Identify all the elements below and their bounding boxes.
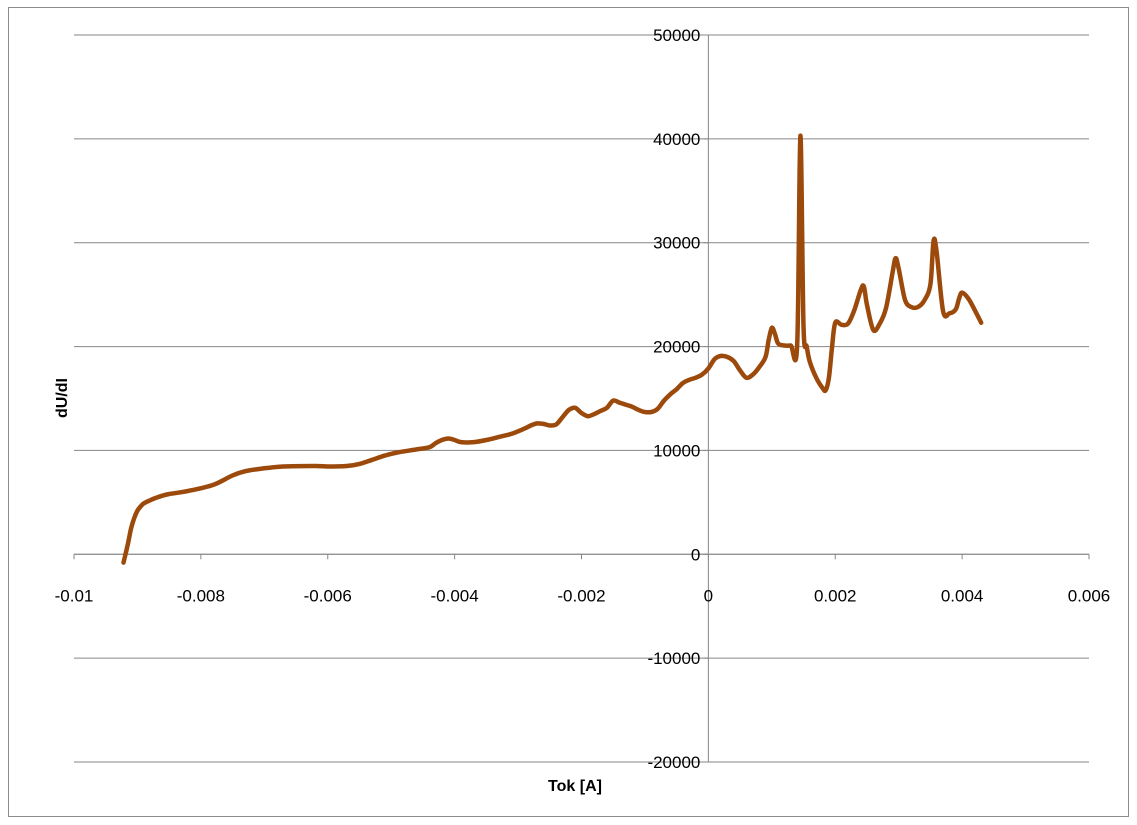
axes [73, 34, 1090, 763]
y-tick-labels: -20000 -10000 0 10000 20000 30000 40000 50000 [647, 26, 700, 772]
x-tick-label: -0.01 [55, 586, 94, 605]
y-tick-label: -20000 [647, 753, 700, 772]
x-tick-label: -0.004 [431, 586, 479, 605]
series-line [121, 133, 984, 565]
x-tick-labels: -0.01 -0.008 -0.006 -0.004 -0.002 0 0.002 0.004… [55, 586, 1111, 605]
x-axis-title: Tok [A] [548, 778, 602, 795]
x-tick-label: 0 [704, 586, 713, 605]
y-tick-label: 20000 [653, 338, 700, 357]
y-axis-title: dU/dI [54, 378, 71, 418]
y-tick-label: 50000 [653, 26, 700, 45]
x-tick-label: 0.004 [941, 586, 984, 605]
y-tick-label: 0 [691, 545, 700, 564]
x-tick-label: 0.006 [1068, 586, 1111, 605]
y-tick-label: -10000 [647, 649, 700, 668]
x-tick-label: -0.008 [177, 586, 225, 605]
x-tick-label: 0.002 [814, 586, 857, 605]
gridlines [74, 34, 1089, 763]
y-tick-label: 10000 [653, 441, 700, 460]
x-tick-label: -0.006 [304, 586, 352, 605]
y-tick-label: 30000 [653, 234, 700, 253]
x-tick-label: -0.002 [557, 586, 605, 605]
y-tick-label: 40000 [653, 130, 700, 149]
